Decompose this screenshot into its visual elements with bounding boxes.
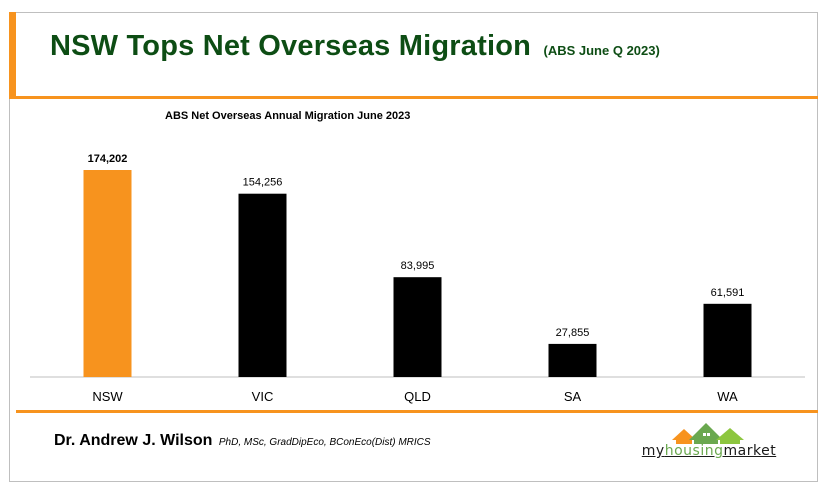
title-main: NSW Tops Net Overseas Migration bbox=[50, 30, 532, 62]
data-label-wa: 61,591 bbox=[711, 287, 745, 299]
tick-label-qld: QLD bbox=[404, 389, 431, 404]
author-credentials: PhD, MSc, GradDipEco, BConEco(Dist) MRIC… bbox=[218, 437, 431, 448]
logo-wordmark: myhousingmarket bbox=[634, 443, 784, 459]
data-label-vic: 154,256 bbox=[243, 177, 283, 189]
logo-text-market: market bbox=[723, 443, 777, 459]
author-credit: Dr. Andrew J. Wilson PhD, MSc, GradDipEc… bbox=[54, 432, 431, 450]
houses-icon bbox=[672, 423, 744, 444]
accent-bar bbox=[9, 12, 16, 99]
bar-vic bbox=[238, 193, 287, 377]
logo-text-my: my bbox=[641, 443, 665, 459]
tick-label-sa: SA bbox=[564, 389, 582, 404]
myhousingmarket-logo: myhousingmarket bbox=[634, 420, 784, 462]
data-label-sa: 27,855 bbox=[556, 327, 590, 339]
top-divider bbox=[16, 96, 818, 99]
chart-title: ABS Net Overseas Annual Migration June 2… bbox=[165, 110, 411, 122]
bar-nsw bbox=[83, 170, 132, 377]
bar-sa bbox=[548, 343, 597, 377]
title-subtitle: (ABS June Q 2023) bbox=[543, 43, 660, 58]
author-name: Dr. Andrew J. Wilson bbox=[54, 432, 213, 449]
data-label-nsw: 174,202 bbox=[88, 153, 128, 165]
bar-wa bbox=[703, 303, 752, 377]
tick-label-nsw: NSW bbox=[92, 389, 123, 404]
tick-label-wa: WA bbox=[717, 389, 738, 404]
slide-frame bbox=[9, 12, 818, 482]
tick-label-vic: VIC bbox=[252, 389, 274, 404]
bar-qld bbox=[393, 277, 442, 377]
logo-text-housing: housing bbox=[664, 443, 724, 459]
data-label-qld: 83,995 bbox=[401, 260, 435, 272]
bottom-divider bbox=[16, 410, 818, 413]
page-title: NSW Tops Net Overseas Migration (ABS Jun… bbox=[50, 30, 660, 63]
